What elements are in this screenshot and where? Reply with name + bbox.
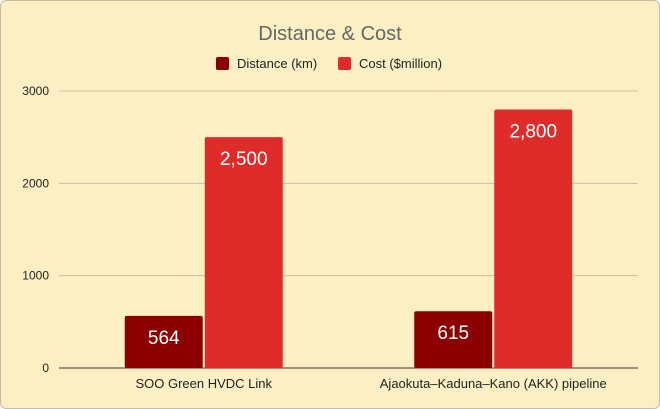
bar-value-label: 2,800 (509, 121, 557, 142)
legend-swatch-distance (216, 57, 229, 70)
bar-cost-0 (204, 137, 283, 368)
category-label: SOO Green HVDC Link (135, 376, 272, 391)
bar-cost-1 (494, 109, 573, 368)
data-labels: 564 2,500 615 2,800 (148, 121, 557, 348)
x-axis-categories: SOO Green HVDC Link Ajaokuta–Kaduna–Kano … (135, 376, 606, 391)
legend-label-cost: Cost ($million) (359, 56, 442, 71)
chart-title: Distance & Cost (258, 23, 402, 45)
y-tick-label: 3000 (22, 84, 49, 98)
y-tick-label: 0 (42, 361, 49, 375)
bar-value-label: 564 (148, 328, 180, 349)
bar-distance-0 (124, 315, 203, 368)
bars (124, 109, 573, 368)
bar-value-label: 2,500 (220, 149, 268, 170)
legend-swatch-cost (338, 57, 351, 70)
y-tick-label: 1000 (22, 269, 49, 283)
y-axis-ticks: 0 1000 2000 3000 (22, 84, 49, 375)
legend-label-distance: Distance (km) (237, 56, 317, 71)
y-tick-label: 2000 (22, 176, 49, 190)
category-label: Ajaokuta–Kaduna–Kano (AKK) pipeline (380, 376, 607, 391)
bar-value-label: 615 (437, 323, 469, 344)
bar-distance-1 (414, 311, 493, 368)
legend: Distance (km) Cost ($million) (216, 56, 442, 71)
